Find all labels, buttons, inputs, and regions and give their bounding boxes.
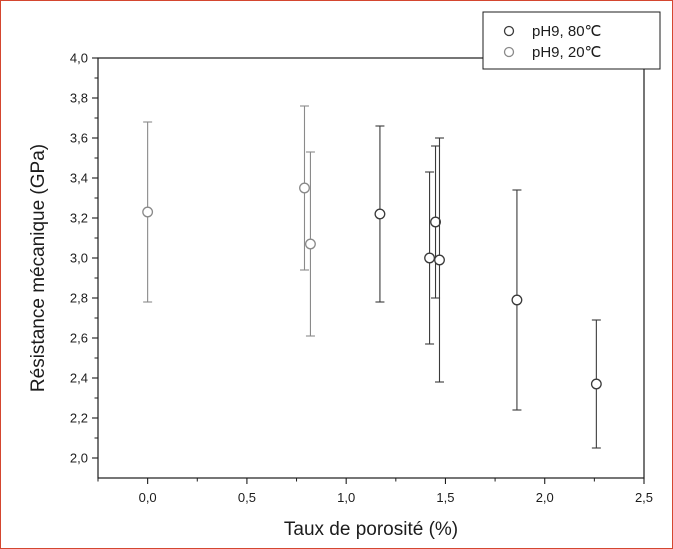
data-point xyxy=(590,378,602,390)
data-point xyxy=(299,182,310,194)
y-tick-label: 3,0 xyxy=(70,251,88,266)
y-tick-label: 3,6 xyxy=(70,131,88,146)
x-axis: 0,0 0,5 1,0 1,5 2,0 2,5 xyxy=(97,478,653,505)
x-tick-label: 1,5 xyxy=(436,490,454,505)
y-axis-title: Résistance mécanique (GPa) xyxy=(28,144,49,392)
y-tick-label: 3,2 xyxy=(70,211,88,226)
plot-area xyxy=(97,57,645,479)
y-axis: 2,0 2,2 2,4 2,6 2,8 3,0 3,2 3,4 3,6 3,8 4,0 xyxy=(70,51,98,466)
y-tick-label: 2,0 xyxy=(70,451,88,466)
data-point xyxy=(374,208,386,220)
y-tick-label: 2,4 xyxy=(70,371,88,386)
data-point xyxy=(511,294,523,306)
plot-frame xyxy=(97,57,645,479)
y-tick-label: 4,0 xyxy=(70,51,88,66)
x-axis-title: Taux de porosité (%) xyxy=(284,519,458,540)
legend-label-series-1: pH9, 80℃ xyxy=(532,23,601,40)
legend-label-series-2: pH9, 20℃ xyxy=(532,44,601,61)
series-layer xyxy=(142,105,602,449)
x-tick-label: 0,0 xyxy=(139,490,157,505)
y-tick-label: 3,4 xyxy=(70,171,88,186)
legend-marker-series-1 xyxy=(503,25,515,37)
series-2 xyxy=(142,105,316,337)
y-tick-label: 2,6 xyxy=(70,331,88,346)
legend: pH9, 80℃ pH9, 20℃ xyxy=(482,11,661,70)
data-point xyxy=(304,238,316,250)
data-point xyxy=(430,216,441,228)
series-1 xyxy=(374,125,602,449)
data-point xyxy=(424,252,436,264)
y-tick-label: 2,2 xyxy=(70,411,88,426)
x-tick-label: 0,5 xyxy=(238,490,256,505)
y-tick-label: 2,8 xyxy=(70,291,88,306)
x-tick-label: 2,5 xyxy=(635,490,653,505)
legend-box xyxy=(482,11,661,70)
data-point xyxy=(142,206,154,218)
x-tick-label: 1,0 xyxy=(337,490,355,505)
y-tick-label: 3,8 xyxy=(70,91,88,106)
data-point xyxy=(434,254,445,266)
legend-marker-series-2 xyxy=(503,46,515,58)
x-tick-label: 2,0 xyxy=(536,490,554,505)
